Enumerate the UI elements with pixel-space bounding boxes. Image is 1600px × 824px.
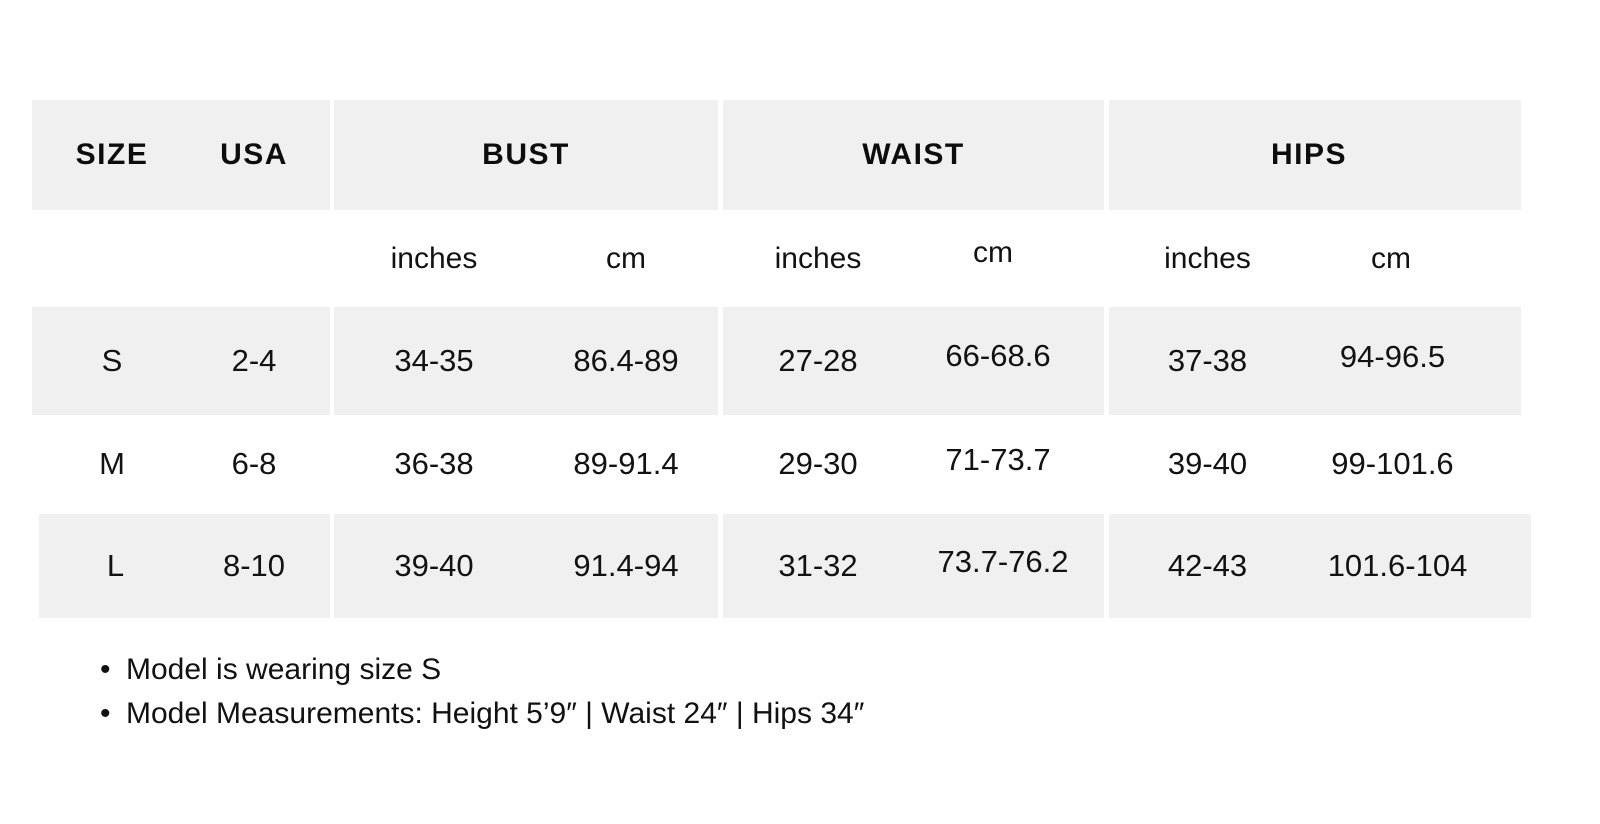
table-row: 31-32 (723, 514, 913, 618)
unit-hips-cm: cm (1306, 228, 1476, 290)
cell-waist-in: 27-28 (778, 343, 858, 378)
cell-waist-in: 29-30 (778, 446, 858, 481)
header-band-waist (723, 100, 1104, 210)
table-row: 66-68.6 (913, 302, 1083, 410)
table-row: 99-101.6 (1300, 412, 1485, 516)
cell-bust-in: 34-35 (394, 343, 474, 378)
header-waist-label: WAIST (862, 138, 965, 171)
unit-hips-inches-label: inches (1164, 242, 1251, 275)
header-hips: HIPS (1109, 100, 1509, 210)
unit-waist-inches: inches (723, 228, 913, 290)
unit-waist-cm: cm (913, 222, 1073, 284)
cell-usa: 8-10 (222, 548, 286, 583)
footnote-model-measurements: • Model Measurements: Height 5’9″ | Waist… (100, 692, 1300, 736)
table-row: 39-40 (1109, 412, 1306, 516)
header-waist: WAIST (723, 100, 1104, 210)
unit-hips-cm-label: cm (1371, 242, 1411, 275)
cell-bust-cm: 86.4-89 (573, 343, 679, 378)
unit-bust-inches-label: inches (390, 242, 478, 275)
cell-hips-in: 42-43 (1167, 548, 1248, 583)
header-bust-label: BUST (482, 138, 570, 171)
table-row: L (39, 514, 192, 618)
table-row: 101.6-104 (1300, 514, 1495, 618)
row-s-band-hips (1109, 307, 1521, 415)
cell-hips-cm: 101.6-104 (1327, 548, 1468, 583)
table-row: M (32, 412, 192, 516)
table-row: 91.4-94 (534, 514, 718, 618)
table-row: 71-73.7 (913, 408, 1083, 512)
table-row: 89-91.4 (534, 412, 718, 516)
table-row: 42-43 (1109, 514, 1306, 618)
unit-hips-inches: inches (1109, 228, 1306, 290)
cell-waist-cm: 66-68.6 (945, 338, 1051, 373)
footnote-model-size: • Model is wearing size S (100, 648, 1300, 692)
table-row: 37-38 (1109, 307, 1306, 415)
cell-waist-cm: 71-73.7 (945, 442, 1051, 477)
table-row: 39-40 (334, 514, 534, 618)
row-l-band-bust (334, 514, 718, 618)
table-row: 36-38 (334, 412, 534, 516)
row-l-band-waist (723, 514, 1104, 618)
cell-bust-cm: 89-91.4 (573, 446, 679, 481)
header-size-label: SIZE (75, 138, 149, 171)
header-usa-label: USA (220, 138, 288, 171)
row-l-band-hips (1109, 514, 1531, 618)
header-band-bust (334, 100, 718, 210)
unit-bust-inches: inches (334, 228, 534, 290)
cell-size: S (101, 343, 123, 378)
header-hips-label: HIPS (1270, 138, 1348, 171)
unit-waist-cm-label: cm (973, 236, 1013, 269)
unit-waist-inches-label: inches (774, 242, 862, 275)
cell-hips-in: 39-40 (1167, 446, 1248, 481)
footnote-model-measurements-text: Model Measurements: Height 5’9″ | Waist … (126, 697, 865, 730)
header-band-hips (1109, 100, 1521, 210)
row-l-band-size (39, 514, 330, 618)
cell-waist-in: 31-32 (778, 548, 858, 583)
unit-bust-cm-label: cm (606, 242, 646, 275)
row-s-band-bust (334, 307, 718, 415)
cell-hips-cm: 94-96.5 (1339, 339, 1446, 374)
row-s-band-size (32, 307, 330, 415)
header-band-size (32, 100, 330, 210)
row-s-band-waist (723, 307, 1104, 415)
cell-waist-cm: 73.7-76.2 (937, 544, 1069, 579)
cell-usa: 2-4 (231, 343, 277, 378)
cell-hips-in: 37-38 (1167, 343, 1248, 378)
header-usa: USA (178, 100, 330, 210)
bullet-icon: • (100, 653, 111, 686)
header-size: SIZE (32, 100, 192, 210)
table-row: 34-35 (334, 307, 534, 415)
table-row: 86.4-89 (534, 307, 718, 415)
cell-size: M (99, 446, 125, 481)
bullet-icon: • (100, 697, 111, 730)
table-row: 6-8 (178, 412, 330, 516)
header-bust: BUST (334, 100, 718, 210)
table-row: 73.7-76.2 (903, 510, 1103, 614)
unit-bust-cm: cm (534, 228, 718, 290)
table-row: 29-30 (723, 412, 913, 516)
table-row: 2-4 (178, 307, 330, 415)
table-row: 27-28 (723, 307, 913, 415)
footnotes: • Model is wearing size S • Model Measurem… (100, 648, 1300, 736)
cell-size: L (106, 548, 125, 583)
cell-bust-in: 39-40 (394, 548, 474, 583)
cell-usa: 6-8 (231, 446, 277, 481)
table-row: 8-10 (178, 514, 330, 618)
table-row: S (32, 307, 192, 415)
table-row: 94-96.5 (1300, 303, 1485, 411)
cell-hips-cm: 99-101.6 (1331, 446, 1454, 481)
footnote-model-size-text: Model is wearing size S (126, 653, 442, 686)
cell-bust-in: 36-38 (394, 446, 474, 481)
cell-bust-cm: 91.4-94 (573, 548, 679, 583)
